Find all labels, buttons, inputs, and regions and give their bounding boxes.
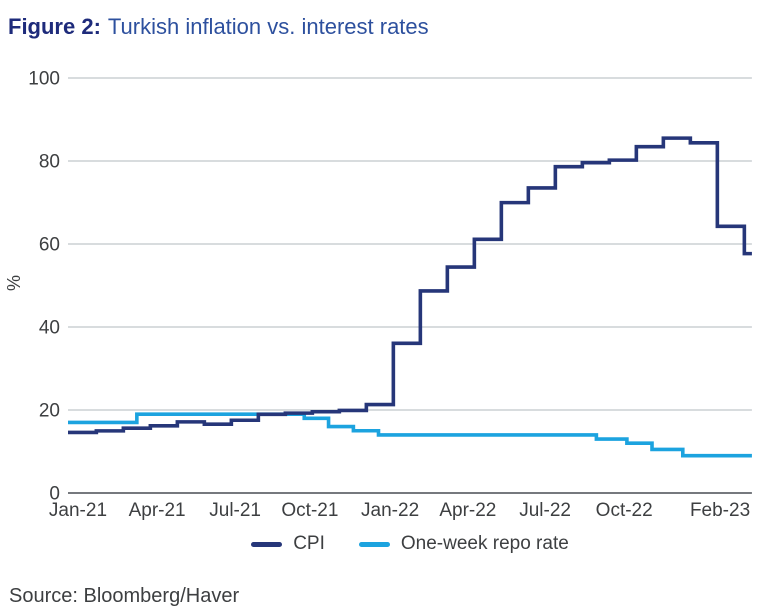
svg-text:%: % — [4, 275, 24, 291]
svg-text:Jul-21: Jul-21 — [209, 500, 261, 521]
cpi-legend-label: CPI — [293, 533, 325, 554]
cpi-line-swatch — [251, 541, 283, 547]
legend-item-cpi: CPI — [251, 533, 325, 555]
svg-text:40: 40 — [39, 318, 60, 339]
svg-text:0: 0 — [49, 484, 60, 505]
svg-text:Jul-22: Jul-22 — [519, 500, 571, 521]
svg-text:Apr-22: Apr-22 — [439, 500, 496, 521]
chart-legend: CPI One-week repo rate — [68, 531, 752, 557]
figure-title: Figure 2: Turkish inflation vs. interest … — [0, 0, 766, 42]
source-note: Source: Bloomberg/Haver — [9, 585, 240, 607]
inflation-chart: 0 20 40 60 80 100% Jan-21 Apr-21 Jul-21 Oct-21 Jan… — [4, 69, 752, 521]
repo-line-swatch — [358, 541, 390, 547]
legend-item-repo: One-week repo rate — [358, 533, 569, 555]
svg-text:Jan-22: Jan-22 — [361, 500, 419, 521]
svg-text:Oct-21: Oct-21 — [281, 500, 338, 521]
svg-text:Jan-21: Jan-21 — [49, 500, 107, 521]
figure-number-label: Figure 2: — [8, 14, 101, 39]
chart-area: 0 20 40 60 80 100% Jan-21 Apr-21 Jul-21 Oct-21 Jan… — [0, 55, 766, 525]
figure-title-text: Turkish inflation vs. interest rates — [107, 14, 429, 39]
svg-text:20: 20 — [39, 401, 60, 422]
svg-text:Apr-21: Apr-21 — [129, 500, 186, 521]
svg-text:Oct-22: Oct-22 — [596, 500, 653, 521]
svg-text:Feb-23: Feb-23 — [690, 500, 750, 521]
svg-text:80: 80 — [39, 152, 60, 173]
repo-legend-label: One-week repo rate — [400, 533, 569, 554]
svg-text:60: 60 — [39, 235, 60, 256]
svg-text:100: 100 — [28, 69, 60, 90]
